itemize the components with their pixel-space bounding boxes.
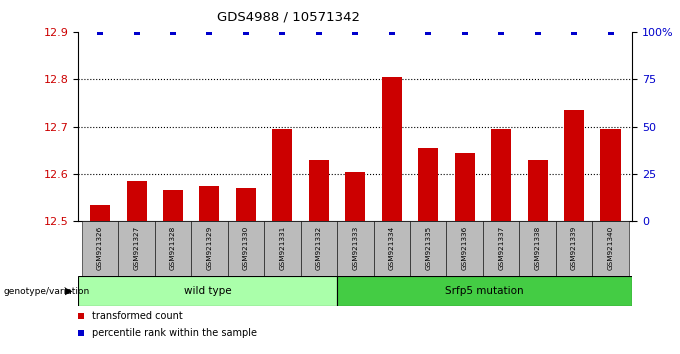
Bar	[309, 160, 329, 221]
Bar	[236, 188, 256, 221]
Bar	[520, 221, 556, 276]
Bar	[447, 221, 483, 276]
Text: GDS4988 / 10571342: GDS4988 / 10571342	[218, 11, 360, 24]
Text: GSM921334: GSM921334	[389, 225, 395, 270]
Text: GSM921332: GSM921332	[316, 225, 322, 270]
Bar	[191, 221, 228, 276]
Text: GSM921339: GSM921339	[571, 225, 577, 270]
Bar	[373, 221, 410, 276]
Text: GSM921336: GSM921336	[462, 225, 468, 270]
Bar	[301, 221, 337, 276]
Bar	[345, 172, 365, 221]
Text: GSM921331: GSM921331	[279, 225, 286, 270]
Bar	[528, 160, 547, 221]
Bar	[337, 276, 632, 306]
Bar	[82, 221, 118, 276]
Text: GSM921326: GSM921326	[97, 225, 103, 270]
Bar	[418, 148, 438, 221]
Bar	[455, 153, 475, 221]
Bar	[228, 221, 264, 276]
Bar	[592, 221, 629, 276]
Text: GSM921337: GSM921337	[498, 225, 504, 270]
Bar	[491, 129, 511, 221]
Bar	[556, 221, 592, 276]
Bar	[199, 186, 220, 221]
Text: GSM921333: GSM921333	[352, 225, 358, 270]
Text: GSM921338: GSM921338	[534, 225, 541, 270]
Bar	[78, 276, 337, 306]
Text: wild type: wild type	[184, 286, 231, 296]
Text: genotype/variation: genotype/variation	[3, 287, 90, 296]
Bar	[564, 110, 584, 221]
Bar	[118, 221, 155, 276]
Bar	[600, 129, 621, 221]
Bar	[90, 205, 110, 221]
Text: ▶: ▶	[65, 286, 73, 296]
Bar	[381, 77, 402, 221]
Bar	[273, 129, 292, 221]
Text: GSM921327: GSM921327	[133, 225, 139, 270]
Text: Srfp5 mutation: Srfp5 mutation	[445, 286, 524, 296]
Text: GSM921329: GSM921329	[207, 225, 212, 270]
Text: GSM921328: GSM921328	[170, 225, 176, 270]
Bar	[163, 190, 183, 221]
Text: GSM921330: GSM921330	[243, 225, 249, 270]
Bar	[155, 221, 191, 276]
Text: GSM921340: GSM921340	[607, 225, 613, 270]
Bar	[126, 181, 147, 221]
Text: GSM921335: GSM921335	[425, 225, 431, 270]
Bar	[264, 221, 301, 276]
Bar	[410, 221, 447, 276]
Text: transformed count: transformed count	[92, 311, 183, 321]
Bar	[337, 221, 373, 276]
Text: percentile rank within the sample: percentile rank within the sample	[92, 329, 257, 338]
Bar	[483, 221, 520, 276]
